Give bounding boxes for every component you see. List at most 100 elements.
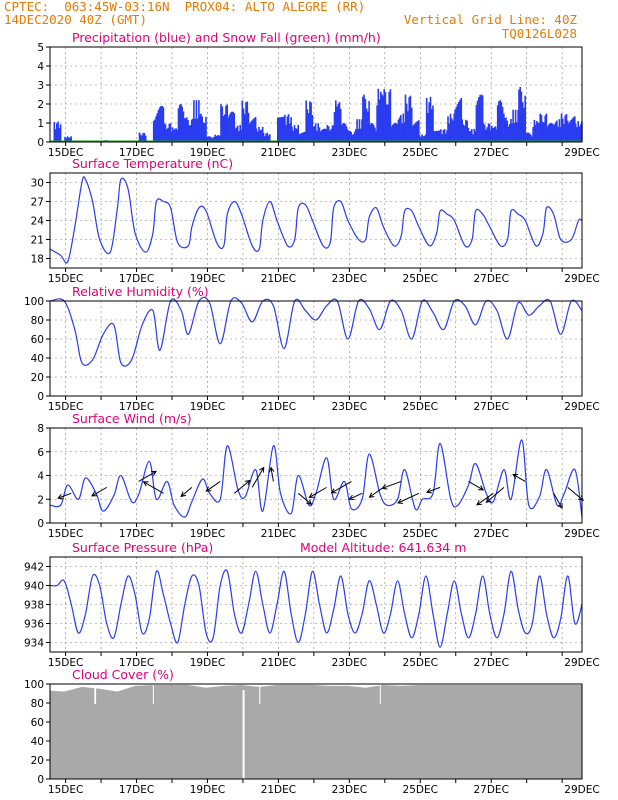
precip-bar xyxy=(565,114,568,142)
wind-arrow-head xyxy=(426,488,432,494)
y-tick-label: 100 xyxy=(24,679,44,691)
wind-arrow xyxy=(206,481,221,492)
precip-bar xyxy=(435,130,438,142)
y-tick-label: 40 xyxy=(31,736,44,748)
precip-bar xyxy=(233,113,236,142)
y-tick-label: 4 xyxy=(37,61,44,73)
precip-bar xyxy=(401,123,403,142)
precip-bar xyxy=(472,134,474,142)
cloud-area xyxy=(50,685,582,779)
precip-bar xyxy=(311,115,314,142)
precip-bar xyxy=(388,91,390,142)
precip-bar xyxy=(544,115,546,142)
y-tick-label: 8 xyxy=(37,423,44,435)
precip-bar xyxy=(282,116,284,142)
precip-bar xyxy=(289,123,291,142)
precip-bar xyxy=(438,130,440,142)
precip-bar xyxy=(357,128,360,142)
precip-bar xyxy=(66,136,69,142)
precip-bar xyxy=(564,115,566,142)
precip-bar xyxy=(408,97,410,142)
precip-bar xyxy=(299,133,302,142)
panel-title: Cloud Cover (%) xyxy=(72,667,174,682)
precip-bar xyxy=(514,109,517,142)
precip-bar xyxy=(439,130,441,142)
y-tick-label: 6 xyxy=(37,447,44,459)
panel-annotation: Model Altitude: 641.634 m xyxy=(300,540,466,555)
precip-bar xyxy=(557,126,559,142)
precip-bar xyxy=(331,125,334,142)
precip-bar xyxy=(445,133,447,142)
y-tick-label: 0 xyxy=(37,391,44,403)
precip-bar xyxy=(362,96,364,142)
wind-arrow-head xyxy=(180,491,187,498)
wind-arrow xyxy=(567,486,584,501)
precip-bar xyxy=(305,100,307,142)
precip-bar xyxy=(473,128,476,142)
panel-0: 0 1 2 3 4 5 15DEC 17DEC 19DEC 21DEC 23DEC 25DEC 27DE… xyxy=(37,30,599,159)
precip-bar xyxy=(407,111,409,142)
precip-bar xyxy=(280,117,283,142)
precip-bar xyxy=(229,112,232,142)
precip-bar xyxy=(463,125,466,142)
precip-bar xyxy=(395,123,397,142)
wind-arrow-head xyxy=(308,492,315,498)
precip-bar xyxy=(214,134,216,142)
x-tick-label: 27DEC xyxy=(473,784,508,796)
precip-bar xyxy=(322,129,324,142)
x-tick-label: 21DEC xyxy=(261,147,296,159)
precip-bar xyxy=(56,123,58,142)
wind-arrow xyxy=(234,480,251,494)
precip-bar xyxy=(421,134,423,142)
x-tick-label: 23DEC xyxy=(332,401,367,413)
wind-arrow xyxy=(270,467,274,482)
precip-bar xyxy=(307,113,310,142)
precip-bar xyxy=(335,100,337,142)
precip-bar xyxy=(381,94,383,142)
x-tick-label: 17DEC xyxy=(119,784,154,796)
precip-bar xyxy=(519,87,521,142)
x-tick-label: 27DEC xyxy=(473,657,508,669)
panel-title: Precipitation (blue) and Snow Fall (gree… xyxy=(72,30,381,45)
precip-bar xyxy=(188,125,191,142)
wind-arrow-head xyxy=(381,484,388,490)
x-tick-label: 17DEC xyxy=(119,528,154,540)
precip-bar xyxy=(64,136,66,142)
precip-bar xyxy=(475,105,478,142)
precip-bar xyxy=(329,130,331,142)
precip-bar xyxy=(244,114,246,142)
precip-bar xyxy=(416,121,419,142)
precip-bar xyxy=(397,119,400,142)
precip-bar xyxy=(455,106,458,142)
precip-bar xyxy=(187,120,189,142)
precip-bar xyxy=(521,102,524,142)
precip-bar xyxy=(231,111,233,142)
precip-bar xyxy=(292,130,294,142)
precip-bar xyxy=(480,94,483,142)
y-tick-label: 0 xyxy=(37,518,44,530)
panel-2: 0 20 40 60 80 100 15DEC 17DEC 19DEC 21DEC 23DEC 25D… xyxy=(24,284,600,413)
precip-bar xyxy=(378,99,381,142)
precip-bar xyxy=(550,123,552,142)
precip-bar xyxy=(409,95,412,142)
precip-bar xyxy=(469,131,472,142)
precip-bar xyxy=(527,132,530,142)
precip-bar xyxy=(267,135,270,142)
x-tick-label: 29DEC xyxy=(564,657,599,669)
wind-arrow xyxy=(397,492,420,504)
precip-bar xyxy=(456,104,459,142)
precip-bar xyxy=(430,109,433,142)
y-tick-label: 20 xyxy=(31,372,44,384)
precip-bar xyxy=(170,131,173,142)
wind-arrow xyxy=(309,486,327,498)
precip-bar xyxy=(158,107,161,142)
x-tick-label: 25DEC xyxy=(403,528,438,540)
precip-bar xyxy=(260,129,263,142)
wind-arrow xyxy=(426,486,441,493)
precip-bar xyxy=(160,106,162,142)
precip-bar xyxy=(310,102,312,142)
precip-bar xyxy=(269,134,271,142)
precip-bar xyxy=(524,95,526,142)
precip-bar xyxy=(571,118,574,142)
precip-bar xyxy=(427,112,429,142)
